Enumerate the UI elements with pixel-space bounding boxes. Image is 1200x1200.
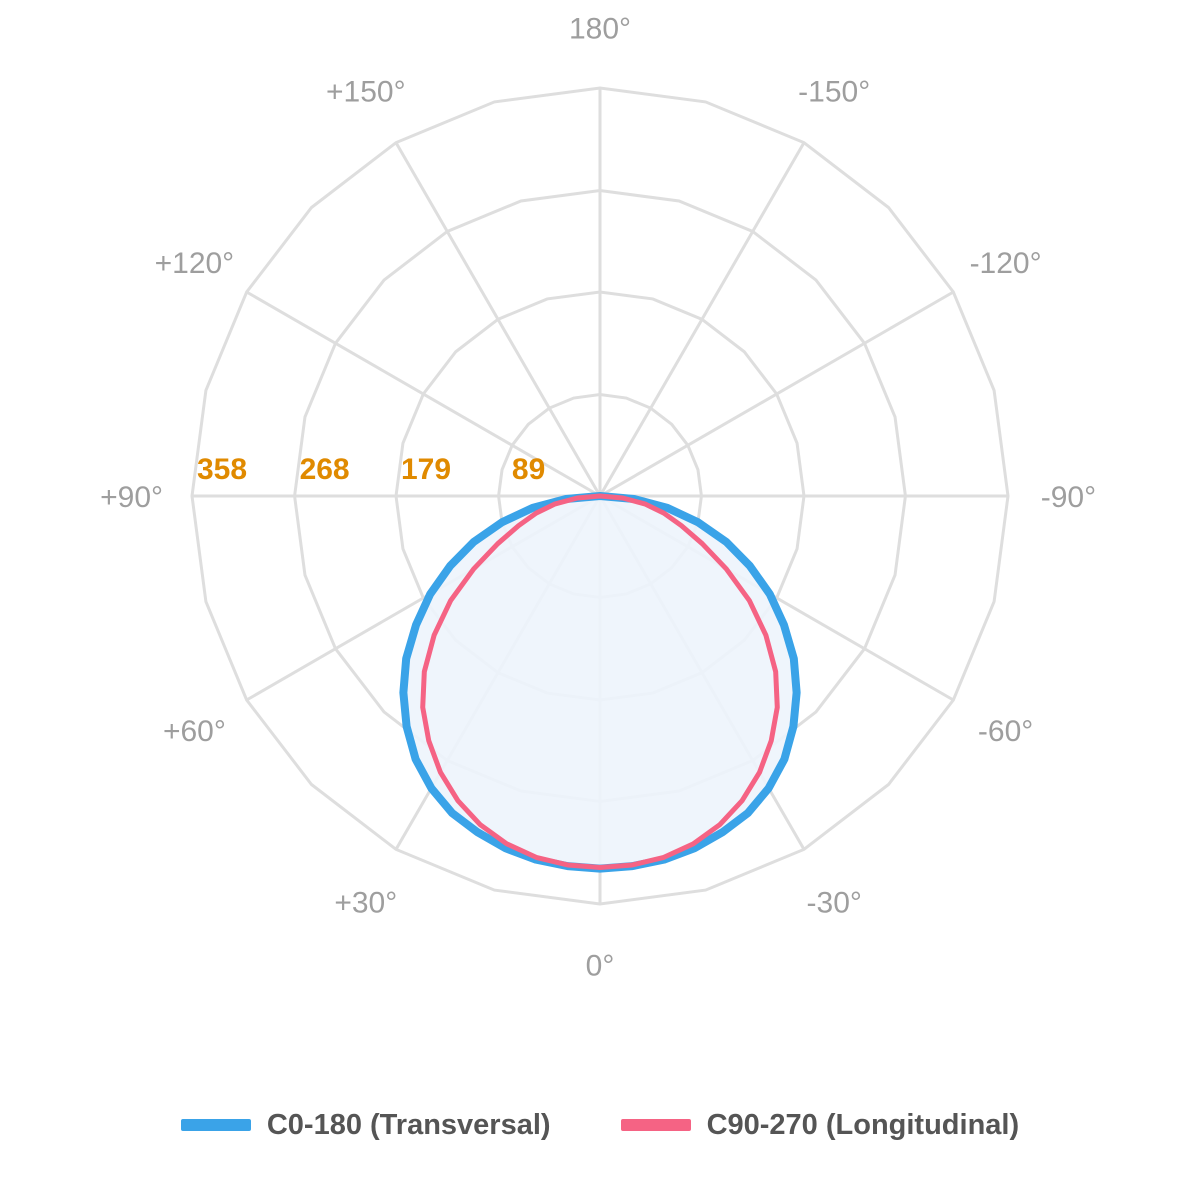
legend-label-transversal: C0-180 (Transversal) [266,1108,551,1141]
legend-swatch-transversal [180,1119,251,1131]
angle-tick-label: -90° [1041,481,1096,514]
series-line-transversal [399,492,801,873]
angle-tick-label: +150° [326,75,406,108]
grid-spoke [599,290,955,498]
ring-value-label: 89 [512,453,545,486]
angle-tick-label: +120° [155,247,235,280]
series-layer [399,492,801,873]
legend-swatch-longitudinal [620,1119,691,1131]
angle-tick-label: +90° [100,481,163,514]
legend: C0-180 (Transversal) C90-270 (Longitudin… [0,1100,1200,1150]
angle-tick-label: 180° [569,13,631,46]
grid-spoke [598,141,806,497]
angle-tick-label: +60° [163,715,226,748]
ring-value-label: 179 [401,453,451,486]
angle-tick-label: 0° [586,949,615,982]
legend-label-longitudinal: C90-270 (Longitudinal) [706,1108,1020,1141]
series-line-longitudinal [420,493,780,871]
angle-tick-label: -120° [970,247,1042,280]
legend-item-transversal[interactable]: C0-180 (Transversal) [180,1108,551,1142]
angle-tick-label: -30° [807,887,862,920]
legend-item-longitudinal[interactable]: C90-270 (Longitudinal) [620,1108,1020,1142]
angle-tick-label: -60° [978,715,1033,748]
angle-tick-label: -150° [798,75,870,108]
grid-spoke [394,141,602,497]
axis-labels: 0° +30° +60° +90° +120° +150° 180° -150° -120° -9… [100,13,1096,983]
angle-tick-label: +30° [334,887,397,920]
ring-value-label: 268 [300,453,350,486]
ring-value-label: 358 [197,453,247,486]
grid-spoke [245,290,601,498]
